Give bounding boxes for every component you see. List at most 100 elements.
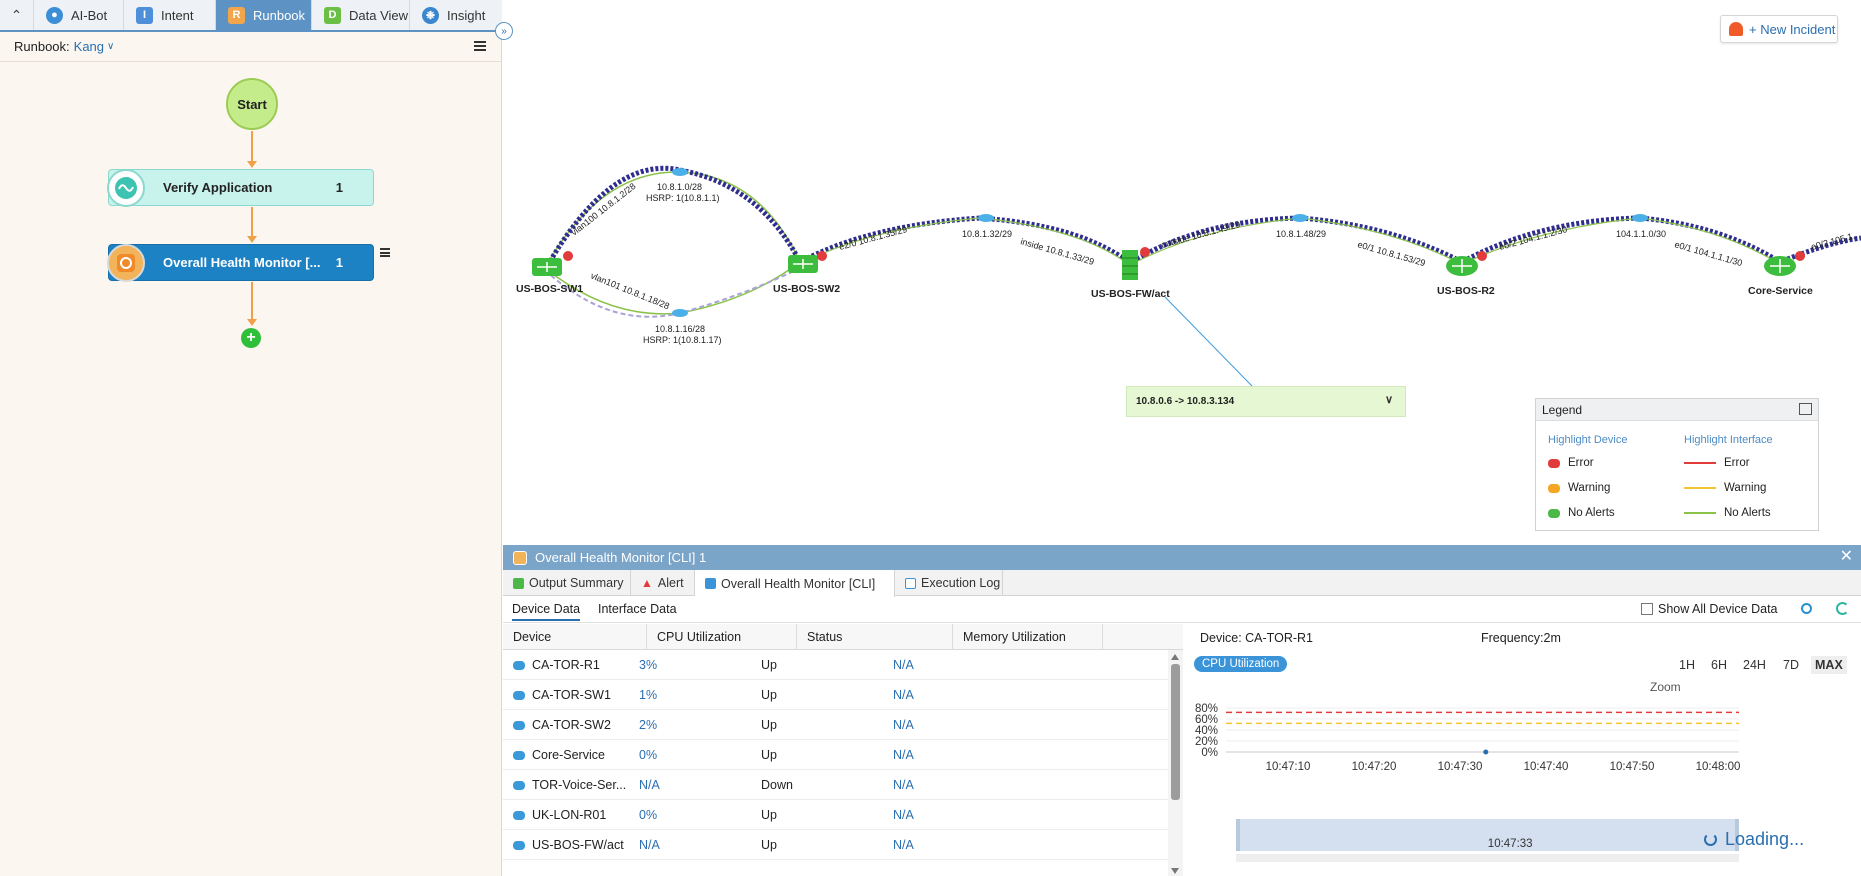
- navigator-range: [1236, 819, 1739, 851]
- table-cell-cpu[interactable]: 3%: [639, 650, 657, 680]
- tab-runbook[interactable]: R Runbook: [216, 0, 312, 30]
- flow-start-node[interactable]: Start: [226, 78, 278, 130]
- switch-icon: [788, 251, 827, 273]
- legend-device-warning: Warning: [1548, 482, 1610, 494]
- tab-intent[interactable]: I Intent: [124, 0, 216, 30]
- table-cell-mem[interactable]: N/A: [893, 800, 914, 830]
- line-swatch: [1684, 512, 1716, 514]
- flow-node-overall-health-monitor[interactable]: Overall Health Monitor [... 1: [107, 244, 374, 282]
- zoom-max-button[interactable]: MAX: [1811, 656, 1847, 674]
- add-step-icon[interactable]: +: [241, 328, 261, 348]
- expand-icon[interactable]: [1799, 403, 1812, 415]
- link-label: e0/1 10.8.1.53/29: [1356, 239, 1426, 268]
- flow-node-label: Verify Application: [163, 180, 273, 195]
- runbook-menu-icon[interactable]: [474, 41, 486, 51]
- tab-output-summary[interactable]: Output Summary: [503, 570, 631, 596]
- table-cell-cpu[interactable]: N/A: [639, 830, 660, 860]
- y-tick-label: 20%: [1195, 736, 1218, 748]
- tab-label: Execution Log: [921, 576, 1001, 590]
- table-cell-mem[interactable]: N/A: [893, 650, 914, 680]
- x-tick-label: 10:47:10: [1266, 761, 1311, 773]
- bell-icon: [1729, 22, 1743, 36]
- scroll-thumb[interactable]: [1171, 664, 1180, 800]
- table-row[interactable]: UK-LON-R01 0% Up N/A: [503, 800, 1168, 830]
- health-monitor-icon: [107, 244, 145, 282]
- table-row[interactable]: Core-Service 0% Up N/A: [503, 740, 1168, 770]
- cell-text: Up: [761, 718, 777, 732]
- tab-alert[interactable]: ▲ Alert: [631, 570, 695, 596]
- tab-overall-health-monitor[interactable]: Overall Health Monitor [CLI]: [695, 570, 895, 597]
- zoom-7d-button[interactable]: 7D: [1783, 658, 1799, 672]
- data-subtabs: Device Data Interface Data Show All Devi…: [503, 596, 1861, 623]
- zoom-1h-button[interactable]: 1H: [1679, 658, 1695, 672]
- subtab-interface-data[interactable]: Interface Data: [598, 602, 677, 616]
- table-cell-mem[interactable]: N/A: [893, 830, 914, 860]
- tab-data-view[interactable]: D Data View: [312, 0, 410, 30]
- zoom-6h-button[interactable]: 6H: [1711, 658, 1727, 672]
- loading-indicator: Loading...: [1704, 829, 1804, 850]
- metric-pill[interactable]: CPU Utilization: [1194, 656, 1288, 672]
- table-cell-cpu[interactable]: 1%: [639, 680, 657, 710]
- x-tick-label: 10:48:00: [1696, 761, 1741, 773]
- legend-interface-error: Error: [1684, 457, 1750, 469]
- legend-interface-title: Highlight Interface: [1684, 434, 1773, 446]
- expand-panel-icon[interactable]: »: [495, 22, 513, 40]
- table-cell-mem[interactable]: N/A: [893, 740, 914, 770]
- tab-execution-log[interactable]: Execution Log: [895, 570, 1003, 596]
- table-cell-cpu[interactable]: 0%: [639, 740, 657, 770]
- flow-connector: [251, 131, 253, 162]
- subtab-device-data[interactable]: Device Data: [512, 602, 581, 621]
- firewall-icon: [1122, 247, 1150, 280]
- log-icon: [905, 577, 916, 589]
- legend-interface-warning: Warning: [1684, 482, 1766, 494]
- flow-node-verify-application[interactable]: Verify Application 1: [107, 169, 374, 207]
- cell-text: N/A: [893, 808, 914, 822]
- column-header[interactable]: Memory Utilization: [953, 624, 1103, 650]
- close-icon[interactable]: ✕: [1839, 548, 1853, 565]
- column-header[interactable]: Device: [503, 624, 647, 650]
- table-row[interactable]: CA-TOR-SW2 2% Up N/A: [503, 710, 1168, 740]
- show-all-device-data-toggle[interactable]: Show All Device Data: [1641, 602, 1778, 616]
- tab-ai-bot[interactable]: ● AI-Bot: [34, 0, 124, 30]
- scroll-down-icon[interactable]: [1171, 868, 1179, 874]
- table-row[interactable]: CA-TOR-SW1 1% Up N/A: [503, 680, 1168, 710]
- table-cell-cpu[interactable]: 2%: [639, 710, 657, 740]
- table-row[interactable]: TOR-Voice-Ser... N/A Down N/A: [503, 770, 1168, 800]
- table-cell-cpu[interactable]: N/A: [639, 770, 660, 800]
- legend-item-label: Error: [1568, 457, 1594, 469]
- node-menu-icon[interactable]: [380, 248, 390, 257]
- runbook-label: Runbook:: [14, 39, 70, 54]
- spinner-icon: [1704, 833, 1717, 846]
- hub-icon: [672, 168, 1648, 317]
- flow-node-count: 1: [335, 255, 343, 270]
- table-cell-mem[interactable]: N/A: [893, 710, 914, 740]
- link-label: 10.8.1.0/28: [657, 182, 702, 192]
- insight-icon: ❉: [422, 6, 439, 24]
- chevron-down-icon[interactable]: ∨: [1384, 394, 1393, 406]
- table-cell-mem[interactable]: N/A: [893, 770, 914, 800]
- device-label: US-BOS-SW2: [773, 283, 840, 295]
- table-cell-status: Up: [761, 830, 777, 860]
- chevron-down-icon[interactable]: ∨: [107, 41, 115, 52]
- runbook-name-dropdown[interactable]: Kang: [73, 39, 105, 54]
- new-incident-button[interactable]: + New Incident: [1720, 15, 1838, 43]
- column-header[interactable]: Status: [797, 624, 953, 650]
- flow-arrow: [247, 161, 257, 168]
- column-header[interactable]: CPU Utilization: [647, 624, 797, 650]
- tab-insight[interactable]: ❉ Insight: [410, 0, 502, 30]
- scroll-up-icon[interactable]: [1171, 654, 1179, 660]
- search-icon[interactable]: [1801, 603, 1812, 614]
- table-cell-cpu[interactable]: 0%: [639, 800, 657, 830]
- table-scrollbar[interactable]: [1168, 650, 1183, 876]
- checkbox[interactable]: [1641, 603, 1653, 615]
- table-row[interactable]: US-BOS-FW/act N/A Up N/A: [503, 830, 1168, 860]
- table-row[interactable]: CA-TOR-R1 3% Up N/A: [503, 650, 1168, 680]
- path-box[interactable]: 10.8.0.6 -> 10.8.3.134 ∨: [1126, 386, 1406, 417]
- link-label: e0/2 104.1.1.2/30: [1498, 224, 1568, 252]
- zoom-24h-button[interactable]: 24H: [1743, 658, 1766, 672]
- collapse-up-icon[interactable]: ⌃: [0, 0, 34, 30]
- table-cell-mem[interactable]: N/A: [893, 680, 914, 710]
- refresh-icon[interactable]: [1836, 602, 1849, 615]
- device-icon: [513, 690, 525, 700]
- ai-bot-icon: ●: [46, 6, 63, 24]
